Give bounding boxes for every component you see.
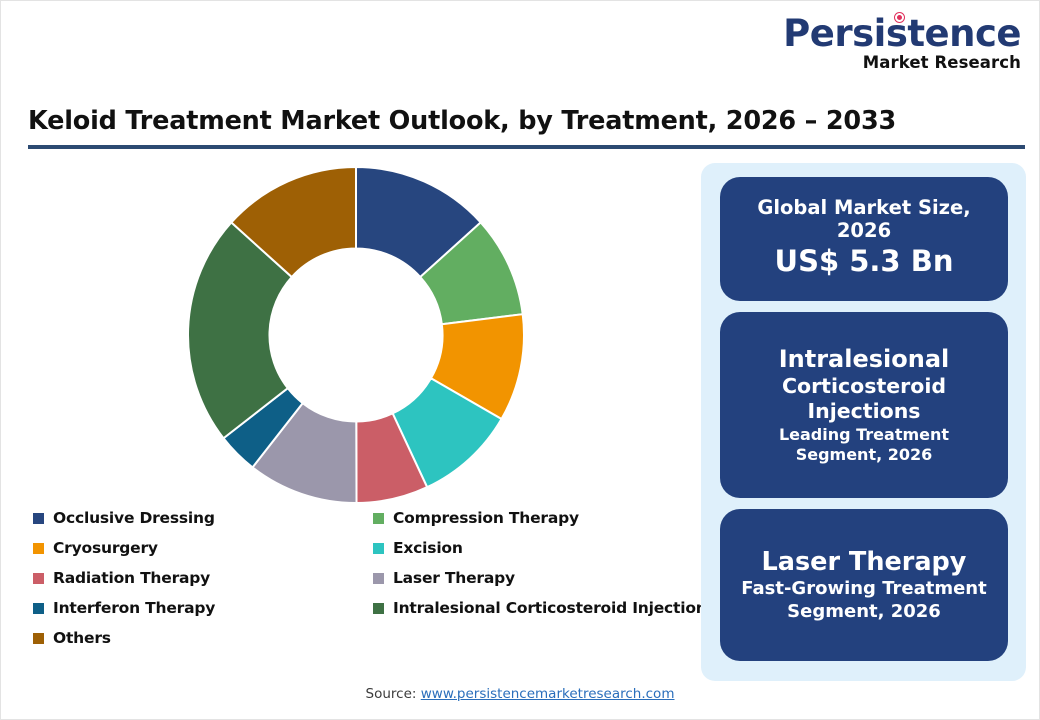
card-market-size-label: Global Market Size, 2026 [757, 196, 971, 242]
legend-swatch-icon [373, 572, 384, 584]
legend-item-label: Compression Therapy [393, 509, 579, 527]
highlight-card-leading-segment: Intralesional Corticosteroid Injections … [720, 312, 1008, 498]
legend-item-label: Radiation Therapy [53, 569, 211, 587]
legend-item: Occlusive Dressing [33, 509, 373, 527]
legend-item: Excision [373, 539, 705, 557]
legend-swatch-icon [33, 632, 44, 644]
legend-item: Compression Therapy [373, 509, 705, 527]
legend-swatch-icon [33, 602, 44, 614]
title-divider [28, 145, 1025, 149]
highlight-panel: Global Market Size, 2026 US$ 5.3 Bn Intr… [701, 163, 1026, 681]
legend-swatch-icon [33, 542, 44, 554]
legend-swatch-icon [373, 602, 384, 614]
donut-chart-svg [187, 165, 525, 505]
legend-swatch-icon [373, 512, 384, 524]
legend-swatch-icon [33, 512, 44, 524]
source-label: Source: [365, 686, 421, 702]
legend-item-label: Occlusive Dressing [53, 509, 215, 527]
card-market-size-value: US$ 5.3 Bn [774, 244, 954, 279]
legend-item: Laser Therapy [373, 569, 705, 587]
logo-brand-text: Persistence [783, 12, 1021, 55]
legend-item-label: Interferon Therapy [53, 599, 216, 617]
source-line: Source: www.persistencemarketresearch.co… [1, 686, 1039, 702]
legend-item-label: Laser Therapy [393, 569, 515, 587]
donut-slice-group [187, 165, 525, 505]
donut-slice [229, 165, 357, 279]
legend-item-label: Others [53, 629, 111, 647]
highlight-card-market-size: Global Market Size, 2026 US$ 5.3 Bn [720, 177, 1008, 301]
card-leading-segment-caption: Leading Treatment Segment, 2026 [778, 424, 950, 464]
logo-asterisk-dot-icon [895, 13, 905, 22]
card-fast-growing-caption: Fast-Growing Treatment Segment, 2026 [741, 578, 987, 622]
company-logo: Persistence Market Research [783, 12, 1021, 72]
logo-subtitle-text: Market Research [862, 53, 1021, 72]
title-block: Keloid Treatment Market Outlook, by Trea… [28, 106, 1025, 149]
legend-swatch-icon [373, 542, 384, 554]
source-url-link[interactable]: www.persistencemarketresearch.com [420, 686, 675, 702]
legend-swatch-icon [33, 572, 44, 584]
legend-item: Cryosurgery [33, 539, 373, 557]
legend-item: Others [33, 629, 373, 647]
card-leading-segment-subtitle: Corticosteroid Injections [781, 373, 947, 423]
chart-legend: Occlusive Dressing Compression Therapy C… [33, 503, 716, 653]
donut-chart [181, 163, 531, 508]
legend-item: Interferon Therapy [33, 599, 373, 617]
legend-item-label: Intralesional Corticosteroid Injections [393, 599, 716, 617]
card-fast-growing-title: Laser Therapy [761, 546, 967, 577]
legend-item: Intralesional Corticosteroid Injections [373, 599, 716, 617]
page-title: Keloid Treatment Market Outlook, by Trea… [28, 106, 897, 136]
donut-slice [187, 221, 294, 440]
card-leading-segment-title: Intralesional [778, 345, 950, 374]
highlight-card-fast-growing-segment: Laser Therapy Fast-Growing Treatment Seg… [720, 509, 1008, 661]
legend-item: Radiation Therapy [33, 569, 373, 587]
legend-item-label: Excision [393, 539, 463, 557]
legend-item-label: Cryosurgery [53, 539, 158, 557]
